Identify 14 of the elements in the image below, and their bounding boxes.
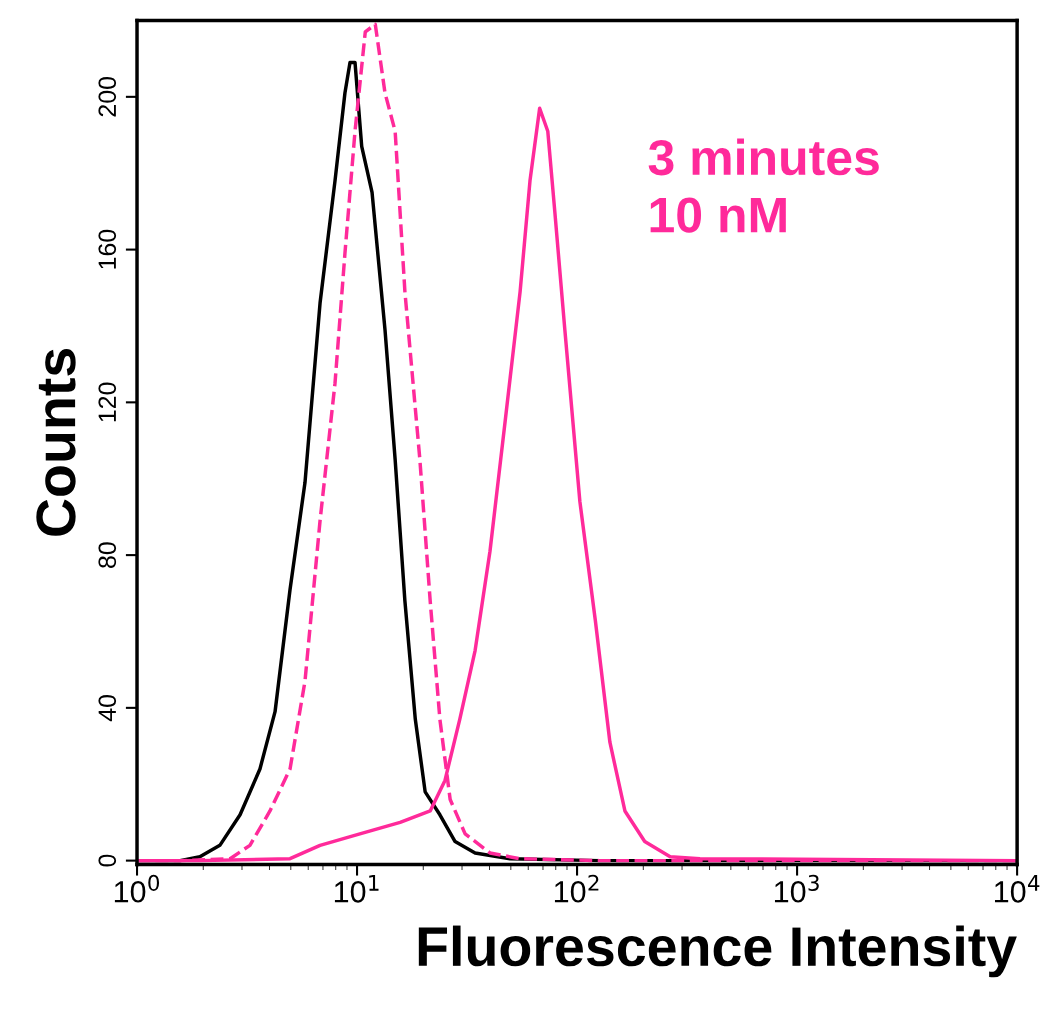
y-tick-label: 80	[98, 542, 117, 568]
annotation: 3 minutes 10 nM	[648, 138, 879, 233]
x-tick-label: 10$^{4}$	[995, 875, 1040, 903]
x-tick-label: 10$^{1}$	[334, 875, 379, 903]
x-tick-label: 10$^{3}$	[774, 874, 819, 903]
x-axis-title: Fluorescence Intensity	[418, 925, 1017, 978]
y-axis-title: Counts	[36, 349, 76, 536]
x-tick-label: 10$^{2}$	[554, 874, 599, 903]
y-tick-label: 120	[98, 382, 117, 422]
y-tick-label: 160	[98, 229, 117, 269]
y-tick-label: 200	[98, 76, 117, 117]
x-tick-label: 10$^{0}$	[114, 874, 160, 903]
y-tick-label: 0	[98, 854, 117, 867]
y-tick-label: 40	[98, 694, 117, 722]
